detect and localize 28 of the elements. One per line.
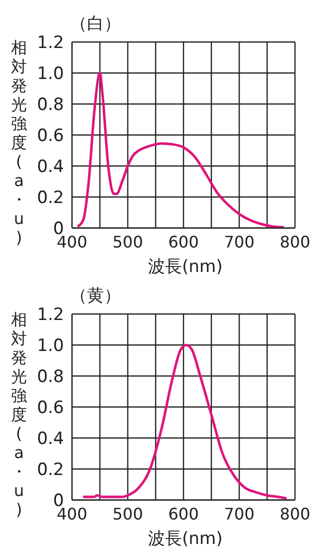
y-tick-label: 1.2 bbox=[36, 305, 64, 326]
x-tick-label: 700 bbox=[224, 232, 255, 252]
y-tick-label: 0.2 bbox=[36, 460, 64, 480]
text: 相対発光強度(a・u) bbox=[11, 310, 27, 519]
y-tick-label: 1.0 bbox=[36, 64, 64, 84]
line-series bbox=[82, 344, 288, 500]
y-tick-label: 0.2 bbox=[36, 188, 64, 208]
chart-title: （白） bbox=[70, 13, 121, 35]
x-tick-label: 700 bbox=[224, 504, 255, 524]
x-tick-label: 500 bbox=[112, 232, 144, 252]
y-tick-label: 1.0 bbox=[36, 336, 64, 356]
y-tick-label: 0.8 bbox=[36, 95, 64, 116]
chart-title: （黄） bbox=[70, 285, 121, 307]
y-tick-label: 0.4 bbox=[36, 157, 64, 178]
y-tick-label: 0.4 bbox=[36, 429, 64, 450]
y-tick-label: 0.8 bbox=[36, 367, 64, 388]
y-tick-label: 0.6 bbox=[36, 126, 64, 146]
line-series bbox=[76, 72, 286, 228]
y-tick-label: 0.6 bbox=[36, 398, 64, 418]
x-axis-title: 波長(nm) bbox=[148, 256, 223, 278]
x-axis-title: 波長(nm) bbox=[148, 528, 223, 550]
x-tick-label: 600 bbox=[168, 504, 199, 524]
x-tick-label: 600 bbox=[168, 232, 199, 252]
x-tick-label: 800 bbox=[280, 504, 310, 524]
x-tick-label: 500 bbox=[112, 504, 144, 524]
x-tick-label: 800 bbox=[280, 232, 310, 252]
text: 相対発光強度(a・u) bbox=[11, 38, 27, 247]
y-tick-label: 1.2 bbox=[36, 33, 64, 54]
